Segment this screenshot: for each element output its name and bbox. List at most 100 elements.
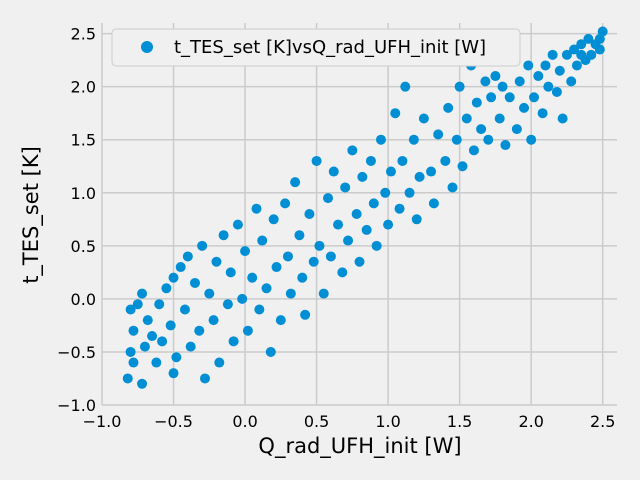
scatter-point <box>594 33 605 44</box>
scatter-point <box>189 277 200 288</box>
scatter-point <box>561 49 572 60</box>
scatter-point <box>125 346 136 357</box>
scatter-point <box>375 134 386 145</box>
y-tick-label: 0.0 <box>71 290 96 309</box>
scatter-point <box>325 251 336 262</box>
scatter-point <box>514 76 525 87</box>
scatter-point <box>168 272 179 283</box>
y-tick-label: 1.0 <box>71 184 96 203</box>
scatter-point <box>132 299 143 310</box>
scatter-point <box>280 198 291 209</box>
legend-label: t_TES_set [K]vsQ_rad_UFH_init [W] <box>174 37 486 58</box>
scatter-point <box>497 81 508 92</box>
scatter-point <box>171 352 182 363</box>
scatter-point <box>261 283 272 294</box>
scatter-point <box>351 209 362 219</box>
scatter-point <box>357 171 368 182</box>
x-tick-label: 2.0 <box>518 412 543 431</box>
scatter-point <box>368 198 379 209</box>
scatter-point <box>208 315 219 326</box>
scatter-point <box>418 113 429 124</box>
scatter-point <box>268 214 279 225</box>
scatter-point <box>122 373 133 384</box>
scatter-point <box>480 76 491 87</box>
scatter-point <box>282 251 293 262</box>
scatter-point <box>147 331 158 342</box>
scatter-point <box>576 49 587 60</box>
scatter-point <box>311 155 322 166</box>
scatter-point <box>251 203 262 214</box>
scatter-point <box>461 113 472 124</box>
scatter-point <box>511 124 522 135</box>
scatter-point <box>242 325 253 336</box>
scatter-point <box>347 145 358 156</box>
scatter-point <box>447 182 458 193</box>
scatter-point <box>323 193 334 204</box>
scatter-point <box>168 368 179 379</box>
scatter-point <box>340 182 351 193</box>
x-tick-label: −0.5 <box>154 412 193 431</box>
scatter-point <box>451 134 462 145</box>
scatter-point <box>486 92 497 103</box>
legend-box <box>111 28 521 67</box>
scatter-point <box>318 288 329 299</box>
scatter-point <box>304 209 315 219</box>
scatter-point <box>569 44 580 55</box>
scatter-point <box>265 346 276 357</box>
scatter-point <box>383 219 394 230</box>
scatter-point <box>586 49 597 60</box>
scatter-point <box>494 113 505 124</box>
scatter-point <box>571 60 582 71</box>
scatter-point <box>314 240 325 251</box>
x-tick-label: 1.5 <box>447 412 472 431</box>
scatter-point <box>182 251 193 262</box>
scatter-point <box>380 187 391 198</box>
scatter-point <box>175 262 186 273</box>
scatter-point <box>529 92 540 103</box>
scatter-point <box>125 304 136 315</box>
scatter-point <box>294 230 305 241</box>
scatter-point <box>157 336 168 347</box>
y-tick-label: −1.0 <box>57 396 96 415</box>
scatter-point <box>308 256 319 267</box>
scatter-point <box>128 325 139 336</box>
legend: t_TES_set [K]vsQ_rad_UFH_init [W] <box>111 28 521 67</box>
scatter-point <box>454 81 465 92</box>
scatter-point <box>414 171 425 182</box>
scatter-point <box>504 92 515 103</box>
scatter-point <box>300 309 311 320</box>
scatter-point <box>142 315 153 326</box>
scatter-point <box>197 240 208 251</box>
scatter-point <box>154 299 165 310</box>
scatter-point <box>408 134 419 145</box>
scatter-point <box>333 219 344 230</box>
scatter-point <box>275 315 286 326</box>
x-axis-label: Q_rad_UFH_init [W] <box>258 434 461 459</box>
scatter-point <box>232 219 243 230</box>
scatter-point <box>228 336 239 347</box>
scatter-point <box>328 166 339 177</box>
scatter-point <box>365 155 376 166</box>
scatter-point <box>483 134 494 145</box>
scatter-point <box>151 357 162 368</box>
scatter-point <box>594 44 605 55</box>
tick-labels: −1.0 −0.5 0.0 0.5 1.0 1.5 2.0 2.5 −1.0 −0.5 0.0 0.5… <box>57 25 615 431</box>
y-tick-label: −0.5 <box>57 343 96 362</box>
scatter-point <box>290 177 301 188</box>
scatter-point <box>128 357 139 368</box>
scatter-point <box>385 166 396 177</box>
scatter-point <box>443 102 454 113</box>
scatter-point <box>285 288 296 299</box>
scatter-point <box>490 71 501 82</box>
scatter-point <box>566 76 577 87</box>
scatter-point <box>218 230 229 241</box>
scatter-point <box>361 224 372 235</box>
scatter-point <box>426 166 437 177</box>
scatter-point <box>354 256 365 267</box>
scatter-point <box>240 246 251 257</box>
scatter-point <box>523 60 534 71</box>
x-tick-label: 0.0 <box>232 412 257 431</box>
scatter-point <box>200 373 210 384</box>
scatter-point <box>583 33 594 44</box>
